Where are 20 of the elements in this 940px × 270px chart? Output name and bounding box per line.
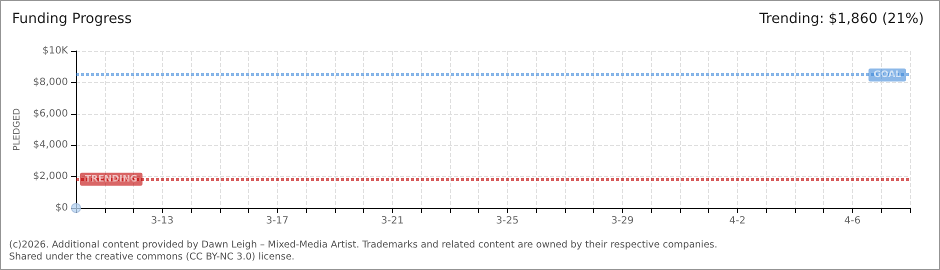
text: (c)2026. Additional content provided by Dawn Leigh – Mixed-Media Artist. Trademarks and related content are owned by their respective companies.	[9, 240, 718, 250]
x-tick-label: 3-29	[611, 216, 634, 226]
y-tick-label: $2,000	[33, 171, 68, 182]
x-tick-label: 3-25	[496, 216, 519, 226]
x-tick-label: 3-17	[266, 216, 289, 226]
x-tick-label: 4-6	[844, 216, 861, 226]
x-tick-label: 3-13	[150, 216, 174, 226]
y-tick-label: $0	[55, 202, 68, 214]
x-tick-label: 4-2	[729, 216, 746, 226]
y-tick-label: $8,000	[33, 76, 68, 88]
y-tick-label: $6,000	[33, 108, 68, 120]
y-tick-label: $10K	[42, 46, 68, 56]
ref-line-label: GOAL	[874, 70, 902, 80]
text: Shared under the creative commons (CC BY-NC 3.0) license.	[9, 252, 295, 262]
y-tick-label: $4,000	[33, 140, 68, 151]
x-tick-label: 3-21	[380, 216, 404, 226]
ref-line-label: TRENDING	[85, 174, 138, 184]
chart-title: Funding Progress	[12, 11, 132, 27]
y-axis-title: PLEDGED	[12, 108, 23, 151]
chart-subtitle: Trending: $1,860 (21%)	[758, 11, 924, 27]
